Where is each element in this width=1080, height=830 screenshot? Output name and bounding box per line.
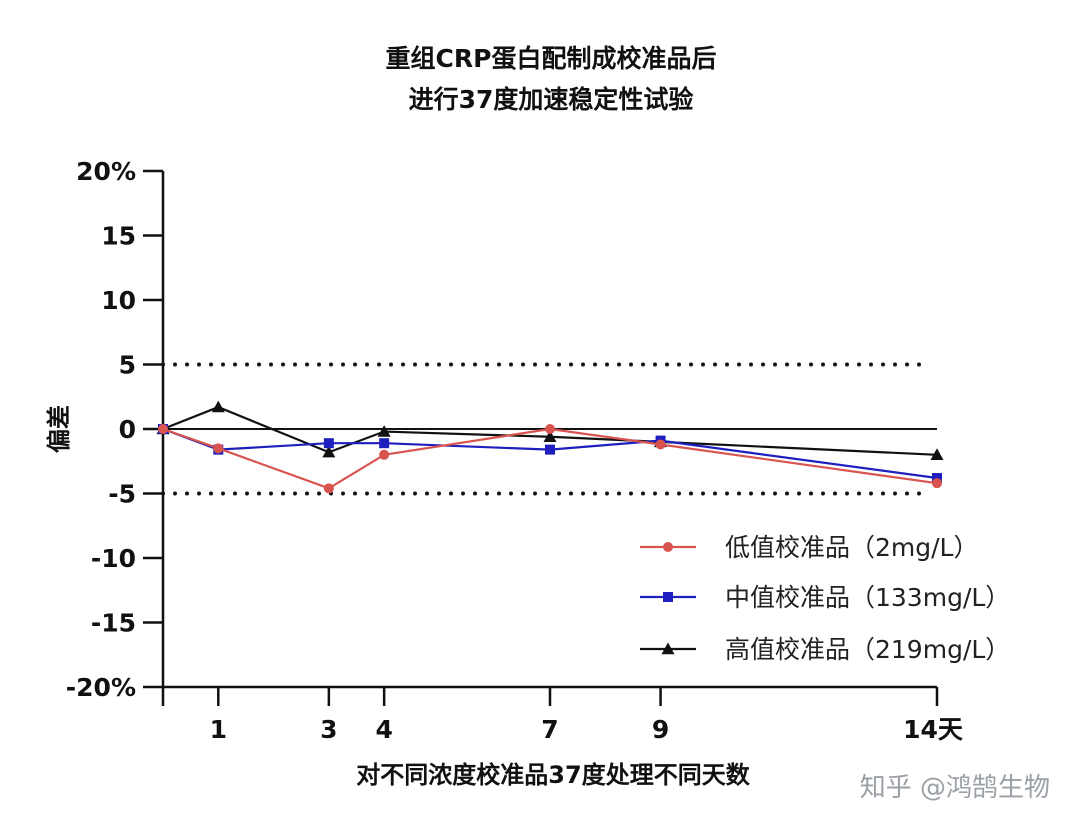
legend-marker	[661, 642, 675, 655]
legend-label: 中值校准品（133mg/L）	[725, 583, 1010, 612]
y-tick-label: -10	[91, 544, 136, 573]
x-tick-label: 3	[320, 715, 337, 744]
x-tick-label: 9	[652, 715, 669, 744]
y-axis-ticks: 20% 15 10 5 0 -5 -10 -15 -20%	[66, 157, 163, 702]
data-point	[379, 449, 390, 460]
legend-item: 高值校准品（219mg/L）	[640, 635, 1010, 664]
watermark-text: 知乎 @鸿鹄生物	[860, 773, 1050, 803]
data-point	[545, 424, 555, 434]
x-tick-label: 14天	[903, 715, 963, 744]
x-axis-title: 对不同浓度校准品37度处理不同天数	[356, 761, 750, 789]
legend-label: 低值校准品（2mg/L）	[725, 533, 978, 562]
x-axis-ticks: 1 3 4 7 9 14天	[210, 687, 963, 744]
series-circle	[158, 424, 942, 494]
data-point	[543, 430, 557, 442]
data-point	[213, 443, 224, 454]
data-point	[545, 444, 555, 455]
y-tick-label: -15	[91, 609, 136, 638]
data-point	[377, 425, 391, 437]
data-point	[379, 438, 390, 449]
legend-item: 低值校准品（2mg/L）	[640, 533, 978, 562]
data-point	[930, 448, 944, 460]
legend: 低值校准品（2mg/L） 中值校准品（133mg/L） 高值校准品（219mg/L）	[640, 533, 1010, 664]
legend-marker	[663, 542, 673, 552]
data-point	[211, 400, 225, 413]
data-point	[323, 483, 334, 494]
legend-marker	[663, 592, 673, 602]
data-point	[655, 439, 666, 450]
legend-item: 中值校准品（133mg/L）	[640, 583, 1010, 612]
y-tick-label: 15	[101, 222, 136, 251]
legend-label: 高值校准品（219mg/L）	[725, 635, 1010, 664]
data-point	[932, 478, 942, 489]
y-tick-label: 5	[119, 351, 136, 380]
chart-title: 重组CRP蛋白配制成校准品后 进行37度加速稳定性试验	[386, 44, 717, 114]
data-point	[322, 445, 336, 458]
data-series	[156, 400, 944, 494]
y-tick-label: -5	[108, 480, 136, 509]
data-point	[158, 424, 168, 434]
data-point	[323, 438, 334, 449]
y-tick-label: 0	[119, 415, 136, 444]
chart-title-line-2: 进行37度加速稳定性试验	[409, 85, 694, 114]
x-tick-label: 4	[375, 715, 392, 744]
y-tick-label: 10	[101, 286, 136, 315]
x-tick-label: 1	[210, 715, 227, 744]
x-tick-label: 7	[541, 715, 558, 744]
y-tick-label: -20%	[66, 673, 136, 702]
y-tick-label: 20%	[76, 157, 136, 186]
chart-title-line-1: 重组CRP蛋白配制成校准品后	[386, 44, 717, 73]
data-point	[932, 473, 942, 484]
y-axis-title: 偏差	[45, 405, 73, 453]
